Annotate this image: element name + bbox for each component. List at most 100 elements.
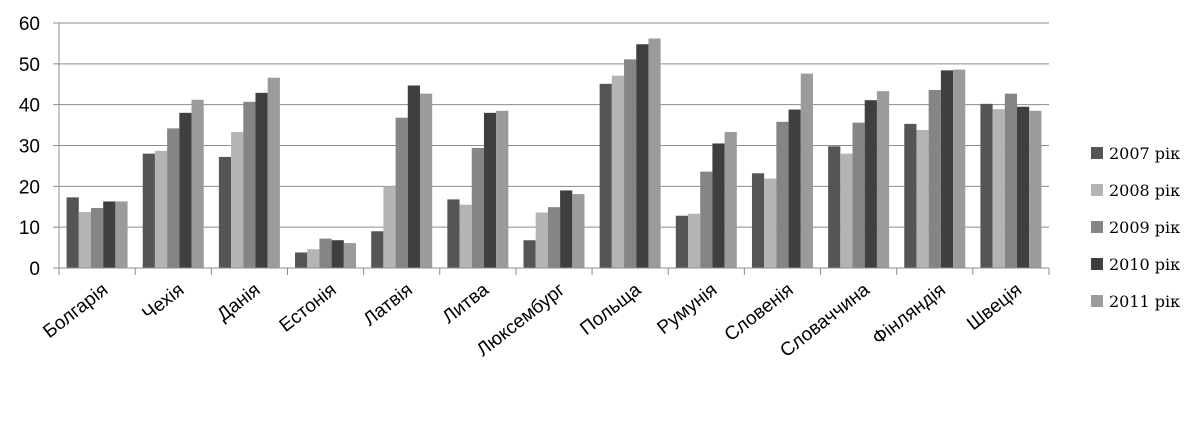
bar: [700, 171, 713, 268]
legend-swatch: [1091, 147, 1103, 159]
y-tick-label: 20: [19, 177, 40, 198]
x-category-label: Естонія: [276, 279, 341, 336]
y-tick-label: 40: [19, 96, 40, 117]
bar: [751, 173, 765, 268]
y-tick-label: 0: [29, 259, 40, 280]
bar: [90, 207, 104, 268]
bar: [675, 215, 689, 268]
x-category-label: Румунія: [653, 279, 721, 338]
y-tick-label: 50: [19, 55, 40, 76]
bar: [483, 112, 497, 268]
bar: [115, 201, 128, 268]
legend-label: 2009 рік: [1109, 218, 1180, 237]
bar: [319, 238, 332, 268]
bar: [992, 109, 1005, 268]
x-category-label: Чехія: [138, 279, 188, 324]
bar: [496, 110, 509, 268]
legend-item: 2009 рік: [1091, 218, 1180, 237]
x-category-label: Польща: [576, 279, 645, 340]
bar: [624, 59, 637, 269]
legend-swatch: [1091, 184, 1103, 196]
bar: [471, 147, 484, 268]
legend-item: 2011 рік: [1091, 292, 1180, 311]
bar: [611, 75, 625, 268]
bar: [916, 129, 929, 268]
legend-item: 2008 рік: [1091, 181, 1180, 200]
bar: [940, 70, 954, 269]
bar: [179, 112, 192, 268]
bar: [840, 153, 853, 268]
bar: [788, 109, 801, 268]
bar: [1017, 106, 1030, 269]
bar: [764, 178, 777, 268]
legend-swatch: [1091, 295, 1103, 307]
bar: [864, 100, 877, 268]
bar: [572, 194, 585, 268]
bar: [383, 186, 396, 268]
bar: [255, 92, 268, 268]
bar: [876, 91, 890, 268]
bar: [218, 156, 232, 268]
bar: [191, 99, 204, 269]
bar: [267, 77, 280, 268]
bar: [535, 212, 548, 268]
bar: [407, 85, 420, 268]
x-category-label: Швеція: [963, 279, 1026, 334]
x-category-label: Латвія: [360, 279, 417, 330]
bar: [980, 103, 993, 268]
bar: [459, 204, 472, 268]
bar: [712, 143, 725, 268]
y-tick-label: 60: [19, 14, 40, 35]
bar: [953, 69, 966, 268]
bar: [547, 207, 561, 268]
bar: [307, 249, 320, 268]
bar: [331, 240, 344, 268]
gridlines: [59, 22, 1049, 228]
bar: [103, 201, 116, 268]
x-category-label: Болгарія: [39, 279, 112, 342]
bars: [66, 38, 1042, 269]
legend-item: 2010 рік: [1091, 255, 1180, 274]
bar: [560, 190, 573, 268]
y-axis: 0 10 20 30 40 50 60: [19, 14, 60, 280]
bar: [142, 153, 155, 268]
bar: [523, 240, 536, 268]
x-category-label: Данія: [213, 279, 264, 325]
y-tick-label: 10: [19, 218, 40, 239]
legend: 2007 рік 2008 рік 2009 рік 2010 рік 2011 рік: [1091, 144, 1180, 311]
bar: [295, 252, 308, 268]
bar: [648, 38, 661, 268]
bar: [371, 231, 384, 268]
bar: [343, 243, 357, 268]
bar: [154, 150, 168, 268]
bar: [636, 44, 649, 269]
legend-label: 2008 рік: [1109, 181, 1180, 200]
bar: [776, 121, 789, 268]
legend-item: 2007 рік: [1091, 144, 1180, 163]
x-axis: Болгарія Чехія Данія Естонія Латвія ЛитваЛюкс…: [39, 267, 1050, 362]
x-category-label: Литва: [439, 279, 493, 328]
bar: [852, 122, 865, 268]
legend-swatch: [1091, 258, 1103, 270]
bar: [904, 123, 917, 268]
bar: [447, 199, 460, 268]
bar: [231, 132, 244, 268]
x-category-label: Словенія: [721, 279, 798, 345]
bar: [78, 212, 91, 268]
bar: [395, 117, 408, 268]
bar: [800, 73, 813, 268]
bar: [599, 83, 612, 268]
x-category-label: Фінляндія: [869, 279, 950, 349]
bar: [828, 146, 841, 268]
bar: [243, 101, 256, 268]
legend-swatch: [1091, 221, 1103, 233]
legend-label: 2010 рік: [1109, 255, 1180, 274]
legend-label: 2011 рік: [1109, 292, 1180, 311]
bar: [688, 213, 701, 268]
bar: [724, 132, 737, 268]
bar: [928, 89, 941, 268]
bar: [66, 197, 79, 268]
legend-label: 2007 рік: [1109, 144, 1180, 163]
bar: [167, 128, 180, 268]
